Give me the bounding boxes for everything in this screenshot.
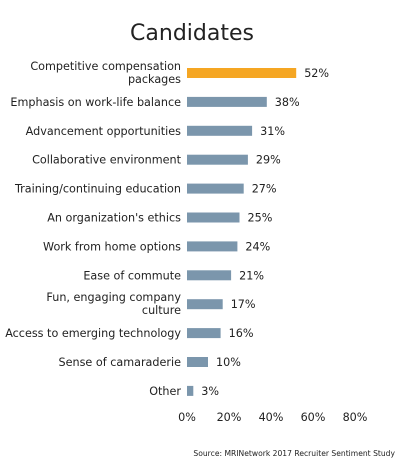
bar-advancement-opportunities — [187, 125, 253, 136]
bar-training-continuing-education — [187, 183, 244, 194]
category-label-collaborative-environment: Collaborative environment — [32, 154, 182, 167]
x-tick-label-80: 80% — [343, 411, 368, 424]
category-label-an-organization-s-ethics: An organization's ethics — [47, 212, 181, 225]
value-label-ease-of-commute: 21% — [239, 269, 264, 282]
bar-fun-engaging-company-culture — [187, 299, 223, 310]
category-label-emphasis-on-work-life-balance: Emphasis on work-life balance — [10, 96, 181, 109]
category-label-training-continuing-education: Training/continuing education — [14, 183, 181, 196]
value-label-collaborative-environment: 29% — [256, 154, 281, 167]
category-label-access-to-emerging-technology: Access to emerging technology — [5, 327, 181, 340]
bar-sense-of-camaraderie — [187, 357, 208, 367]
bar-an-organization-s-ethics — [187, 212, 240, 223]
value-label-an-organization-s-ethics: 25% — [248, 212, 273, 225]
value-label-training-continuing-education: 27% — [252, 183, 277, 196]
category-label-ease-of-commute: Ease of commute — [83, 269, 181, 282]
value-label-advancement-opportunities: 31% — [260, 125, 285, 138]
value-label-emphasis-on-work-life-balance: 38% — [275, 96, 300, 109]
category-labels: Competitive compensation packages Emphasis… — [5, 60, 181, 398]
bar-collaborative-environment — [187, 154, 248, 165]
bar-work-from-home-options — [187, 241, 238, 252]
bars — [187, 68, 297, 396]
value-labels: 52% 38% 31% 29% 27% 25% 24% 21% 17% 16% 10% 3% — [201, 67, 329, 398]
category-label-other: Other — [149, 385, 181, 398]
category-label-work-from-home-options: Work from home options — [43, 240, 181, 253]
value-label-other: 3% — [201, 385, 219, 398]
bar-competitive-compensation-packages — [187, 68, 297, 78]
category-label-sense-of-camaraderie: Sense of camaraderie — [59, 356, 182, 369]
value-label-access-to-emerging-technology: 16% — [229, 327, 254, 340]
bar-emphasis-on-work-life-balance — [187, 96, 267, 107]
x-tick-label-40: 40% — [259, 411, 284, 424]
category-label-fun-engaging-company-culture: Fun, engaging company culture — [46, 291, 181, 317]
category-label-competitive-compensation-packages: Competitive compensation packages — [30, 60, 181, 86]
value-label-fun-engaging-company-culture: 17% — [231, 298, 256, 311]
bar-access-to-emerging-technology — [187, 328, 221, 339]
value-label-competitive-compensation-packages: 52% — [304, 67, 329, 80]
x-tick-label-0: 0% — [178, 411, 196, 424]
x-tick-label-60: 60% — [301, 411, 326, 424]
x-axis-ticks: 0% 20% 40% 60% 80% — [178, 411, 368, 424]
bar-other — [187, 385, 194, 396]
source-note: Source: MRINetwork 2017 Recruiter Sentim… — [193, 449, 395, 458]
value-label-sense-of-camaraderie: 10% — [216, 356, 241, 369]
x-tick-label-20: 20% — [217, 411, 242, 424]
value-label-work-from-home-options: 24% — [245, 240, 270, 253]
bar-ease-of-commute — [187, 270, 232, 281]
category-label-advancement-opportunities: Advancement opportunities — [26, 125, 182, 138]
chart-title: Candidates — [130, 21, 254, 46]
